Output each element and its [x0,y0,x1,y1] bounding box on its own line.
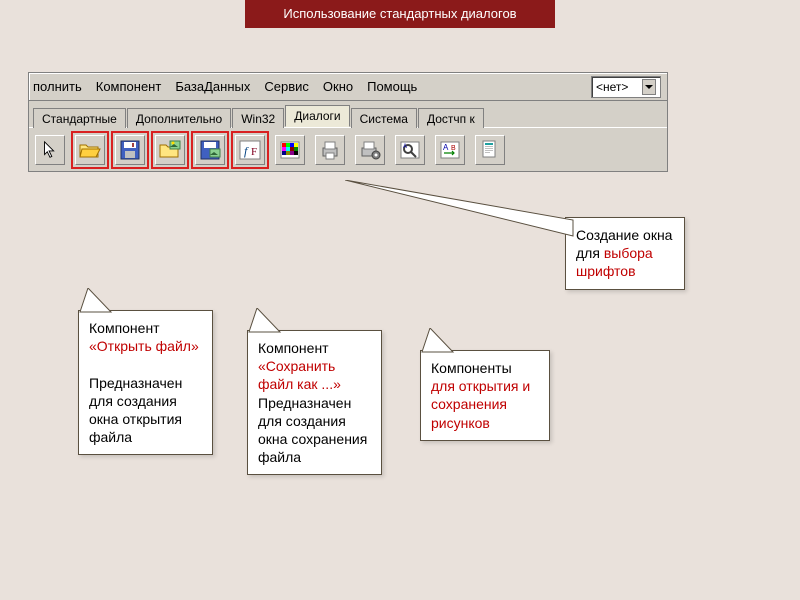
callout-text: Компонент [89,320,160,336]
slide-title: Использование стандартных диалогов [245,0,555,28]
printer-setup-icon[interactable] [355,135,385,165]
save-dialog-icon[interactable] [115,135,145,165]
project-dropdown[interactable]: <нет> [591,76,661,98]
callout-highlight: для открытия и сохранения рисунков [431,378,530,430]
menu-run[interactable]: полнить [33,79,82,94]
tab-диалоги[interactable]: Диалоги [285,105,349,127]
tab-дополнительно[interactable]: Дополнительно [127,108,231,128]
cursor-icon[interactable] [35,135,65,165]
dropdown-value: <нет> [596,80,628,94]
menu-database[interactable]: БазаДанных [175,79,250,94]
callout-text: Компоненты [431,360,512,376]
tab-win32[interactable]: Win32 [232,108,284,128]
main-menu: полнить Компонент БазаДанных Сервис Окно… [29,73,667,101]
tab-достчп к[interactable]: Достчп к [418,108,484,128]
open-dialog-icon[interactable] [75,135,105,165]
callout-picture-dialogs: Компоненты для открытия и сохранения рис… [420,350,550,441]
menu-component[interactable]: Компонент [96,79,162,94]
callout-save-file: Компонент «Сохранить файл как ...» Предн… [247,330,382,475]
svg-text:F: F [251,146,257,158]
tab-стандартные[interactable]: Стандартные [33,108,126,128]
callout-open-file: Компонент «Открыть файл» Предназначен дл… [78,310,213,455]
callout-text: Предназначен для создания окна открытия … [89,375,182,446]
component-palette-tabs: СтандартныеДополнительноWin32ДиалогиСист… [29,101,667,127]
replace-dialog-icon[interactable]: AB [435,135,465,165]
callout-text: Предназначен для создания окна сохранени… [258,395,367,466]
delphi-ide-panel: полнить Компонент БазаДанных Сервис Окно… [28,72,668,172]
callout-tail-font [345,180,580,260]
menu-help[interactable]: Помощь [367,79,417,94]
component-palette: fFAAB [29,127,667,171]
chevron-down-icon[interactable] [642,79,656,95]
callout-highlight: «Сохранить файл как ...» [258,358,341,392]
tab-система[interactable]: Система [351,108,417,128]
print-dialog-icon[interactable] [315,135,345,165]
callout-text: Компонент [258,340,329,356]
font-dialog-icon[interactable]: fF [235,135,265,165]
find-dialog-icon[interactable]: A [395,135,425,165]
save-picture-dialog-icon[interactable] [195,135,225,165]
callout-highlight: «Открыть файл» [89,338,199,354]
menu-window[interactable]: Окно [323,79,353,94]
svg-text:A: A [403,144,407,150]
color-dialog-icon[interactable] [275,135,305,165]
callout-font-dialog: Создание окна для выбора шрифтов [565,217,685,290]
svg-text:A: A [443,143,449,152]
open-picture-dialog-icon[interactable] [155,135,185,165]
svg-text:B: B [451,145,456,152]
page-setup-icon[interactable] [475,135,505,165]
menu-tools[interactable]: Сервис [264,79,309,94]
